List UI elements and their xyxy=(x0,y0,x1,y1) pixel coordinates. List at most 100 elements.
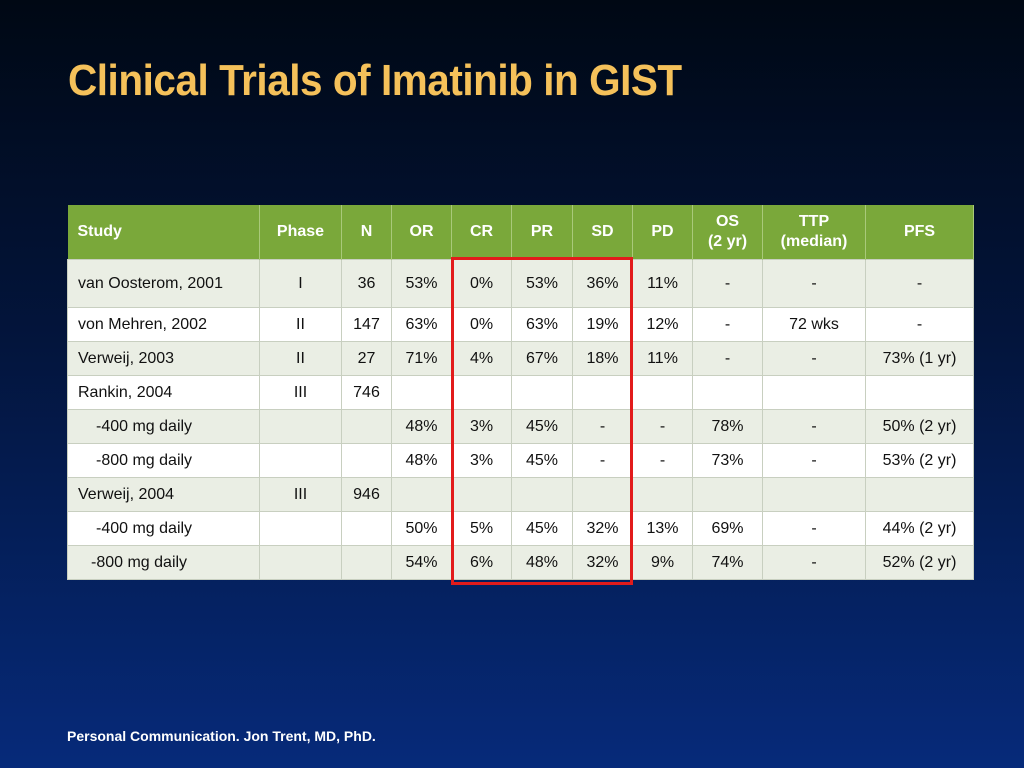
cell-or xyxy=(391,375,452,410)
cell-or: 48% xyxy=(391,443,452,478)
cell-n: 147 xyxy=(341,307,392,342)
cell-os xyxy=(692,477,763,512)
cell-cr: 3% xyxy=(451,443,512,478)
cell-pfs xyxy=(865,375,974,410)
cell-pr: 45% xyxy=(511,409,573,444)
cell-pfs: 44% (2 yr) xyxy=(865,511,974,546)
cell-or: 48% xyxy=(391,409,452,444)
cell-sd: - xyxy=(572,409,633,444)
table-row: Verweij, 2004 III 946 xyxy=(67,477,974,512)
cell-phase: II xyxy=(259,307,342,342)
cell-n xyxy=(341,409,392,444)
column-header-os-line1: OS xyxy=(715,213,740,230)
cell-pd: - xyxy=(632,409,693,444)
column-header-os: OS (2 yr) xyxy=(692,205,763,260)
cell-phase: III xyxy=(259,375,342,410)
column-header-or: OR xyxy=(391,205,452,260)
table-row: -800 mg daily 54% 6% 48% 32% 9% 74% -52% (2 yr) xyxy=(67,545,974,580)
cell-ttp: - xyxy=(762,259,866,308)
cell-os: 74% xyxy=(692,545,763,580)
cell-pfs: 52% (2 yr) xyxy=(865,545,974,580)
column-header-os-line2: (2 yr) xyxy=(707,233,748,250)
column-header-pr: PR xyxy=(511,205,573,260)
table-row: -400 mg daily 48% 3% 45% - -78% -50% (2 yr) xyxy=(67,409,974,444)
cell-study: -400 mg daily xyxy=(67,511,260,546)
cell-pd: 12% xyxy=(632,307,693,342)
cell-cr: 5% xyxy=(451,511,512,546)
table-header-row: Study Phase N OR CR PR SD PD OS (2 yr) T… xyxy=(67,205,974,260)
cell-cr: 4% xyxy=(451,341,512,376)
table-body: van Oosterom, 2001 I 36 53% 0% 53% 36% 11% - - - vo… xyxy=(67,259,974,580)
cell-n: 27 xyxy=(341,341,392,376)
column-header-sd: SD xyxy=(572,205,633,260)
cell-n xyxy=(341,443,392,478)
cell-sd: 19% xyxy=(572,307,633,342)
cell-cr: 3% xyxy=(451,409,512,444)
cell-pr xyxy=(511,477,573,512)
table-row: Verweij, 2003 II 27 71% 4% 67% 18% 11% - -73% (1 … xyxy=(67,341,974,376)
cell-ttp: - xyxy=(762,409,866,444)
column-header-ttp-line2: (median) xyxy=(780,233,848,250)
column-header-pfs: PFS xyxy=(865,205,974,260)
cell-os: - xyxy=(692,341,763,376)
cell-n xyxy=(341,545,392,580)
column-header-cr: CR xyxy=(451,205,512,260)
cell-pr: 45% xyxy=(511,511,573,546)
cell-n: 36 xyxy=(341,259,392,308)
cell-pfs xyxy=(865,477,974,512)
column-header-study: Study xyxy=(67,205,260,260)
column-header-pd: PD xyxy=(632,205,693,260)
column-header-ttp: TTP (median) xyxy=(762,205,866,260)
cell-or: 53% xyxy=(391,259,452,308)
cell-pd: 13% xyxy=(632,511,693,546)
cell-pd xyxy=(632,375,693,410)
column-header-ttp-line1: TTP xyxy=(798,213,830,230)
trials-table: Study Phase N OR CR PR SD PD OS (2 yr) T… xyxy=(67,205,974,580)
cell-ttp: - xyxy=(762,443,866,478)
cell-study: -800 mg daily xyxy=(67,545,260,580)
cell-pr: 48% xyxy=(511,545,573,580)
cell-n: 746 xyxy=(341,375,392,410)
slide-title: Clinical Trials of Imatinib in GIST xyxy=(68,56,682,105)
cell-study: -400 mg daily xyxy=(67,409,260,444)
cell-pd: 11% xyxy=(632,341,693,376)
cell-ttp: - xyxy=(762,511,866,546)
cell-phase xyxy=(259,443,342,478)
table-row: von Mehren, 2002 II 147 63% 0% 63% 19% 12% -72 w… xyxy=(67,307,974,342)
cell-pr: 63% xyxy=(511,307,573,342)
cell-os: 69% xyxy=(692,511,763,546)
cell-ttp xyxy=(762,477,866,512)
table-row: -800 mg daily 48% 3% 45% - -73% -53% (2 yr) xyxy=(67,443,974,478)
cell-ttp xyxy=(762,375,866,410)
cell-cr xyxy=(451,477,512,512)
table-row: van Oosterom, 2001 I 36 53% 0% 53% 36% 11% - - - xyxy=(67,259,974,308)
cell-pfs: 73% (1 yr) xyxy=(865,341,974,376)
cell-phase: I xyxy=(259,259,342,308)
cell-sd: 36% xyxy=(572,259,633,308)
cell-or xyxy=(391,477,452,512)
cell-pd xyxy=(632,477,693,512)
cell-or: 71% xyxy=(391,341,452,376)
cell-cr xyxy=(451,375,512,410)
cell-ttp: - xyxy=(762,341,866,376)
cell-cr: 0% xyxy=(451,259,512,308)
cell-ttp: 72 wks xyxy=(762,307,866,342)
table-row: Rankin, 2004 III 746 xyxy=(67,375,974,410)
cell-os xyxy=(692,375,763,410)
cell-os: 73% xyxy=(692,443,763,478)
footnote: Personal Communication. Jon Trent, MD, P… xyxy=(67,728,376,744)
cell-n xyxy=(341,511,392,546)
column-header-phase: Phase xyxy=(259,205,342,260)
cell-phase xyxy=(259,511,342,546)
cell-study: Verweij, 2004 xyxy=(67,477,260,512)
cell-phase xyxy=(259,409,342,444)
cell-sd: - xyxy=(572,443,633,478)
cell-sd: 32% xyxy=(572,511,633,546)
column-header-n: N xyxy=(341,205,392,260)
cell-or: 50% xyxy=(391,511,452,546)
cell-n: 946 xyxy=(341,477,392,512)
cell-pd: - xyxy=(632,443,693,478)
cell-study: -800 mg daily xyxy=(67,443,260,478)
cell-pr: 45% xyxy=(511,443,573,478)
cell-os: 78% xyxy=(692,409,763,444)
